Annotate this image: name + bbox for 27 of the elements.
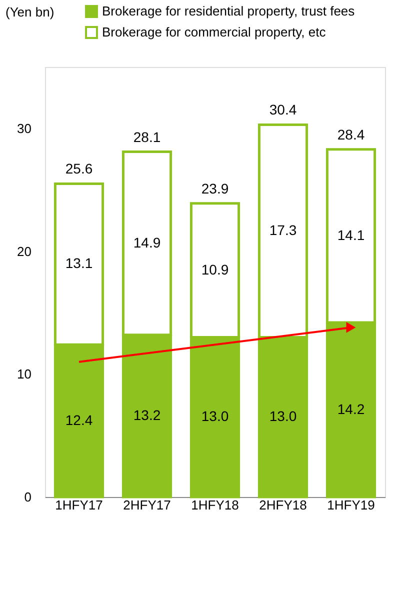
data-label: 12.4 <box>65 412 93 428</box>
total-label: 28.4 <box>337 126 365 142</box>
y-tick-label: 20 <box>17 244 32 259</box>
total-label: 23.9 <box>201 180 229 196</box>
y-tick-label: 10 <box>17 366 32 382</box>
data-label: 14.9 <box>133 234 161 250</box>
x-tick-label: 1HFY19 <box>327 498 375 512</box>
legend-label: Brokerage for residential property, trust fees <box>102 4 356 18</box>
y-tick-label: 30 <box>17 120 32 136</box>
y-tick-label: 0 <box>24 490 32 504</box>
legend-label: Brokerage for commercial property, etc <box>102 24 326 40</box>
data-label: 17.3 <box>269 222 297 238</box>
x-tick-label: 1HFY18 <box>191 498 239 512</box>
data-label: 13.2 <box>133 406 161 423</box>
y-axis-title: (Yen bn) <box>6 4 54 20</box>
x-tick-label: 2HFY18 <box>259 498 307 512</box>
data-label: 14.2 <box>337 400 365 417</box>
data-label: 13.0 <box>269 408 297 424</box>
x-tick-label: 2HFY17 <box>123 498 171 512</box>
data-label: 10.9 <box>201 261 229 278</box>
total-label: 25.6 <box>65 160 93 177</box>
x-tick-label: 1HFY17 <box>55 498 103 512</box>
data-label: 14.1 <box>337 226 365 243</box>
data-label: 13.0 <box>201 408 229 424</box>
total-label: 30.4 <box>269 102 297 118</box>
total-label: 28.1 <box>133 128 161 145</box>
data-label: 13.1 <box>65 255 93 272</box>
